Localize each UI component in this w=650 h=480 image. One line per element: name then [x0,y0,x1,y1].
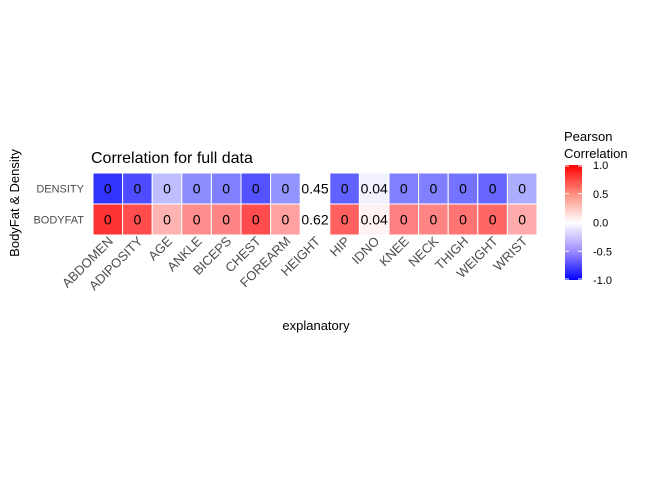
cell-value-label: 0 [163,212,171,228]
cell-value-label: 0 [222,212,230,228]
cell-value-label: 0 [518,212,526,228]
cell-value-label: 0 [341,181,349,197]
cell-value-label: 0 [252,212,260,228]
heatmap-cell [329,203,360,236]
cell-value-label: 0 [430,212,438,228]
legend-tick-label: -0.5 [593,246,612,258]
cell-value-label: 0.04 [361,212,388,228]
legend-colorbar [565,165,582,280]
cell-value-label: 0 [282,212,290,228]
cell-value-label: 0 [489,181,497,197]
cell-value-label: 0 [104,181,112,197]
cell-value-label: 0 [193,212,201,228]
x-axis-label: explanatory [282,318,350,333]
x-tick-label: WRIST [490,233,530,273]
heatmap-cell [270,203,301,236]
cell-value-label: 0 [104,212,112,228]
cell-value-label: 0 [518,181,526,197]
heatmap-cell [329,172,360,205]
heatmap-cell [418,203,449,236]
cell-value-label: 0 [222,181,230,197]
heatmap-cell [122,203,153,236]
cell-value-label: 0 [459,212,467,228]
heatmap-cell [388,172,420,205]
legend-tick-label: 0.5 [593,189,608,201]
heatmap-cell [447,172,479,205]
cell-value-label: 0 [400,181,408,197]
cell-value-label: 0 [163,181,171,197]
y-tick-label: DENSITY [36,184,84,196]
heatmap-cell [506,172,538,205]
cell-value-label: 0 [341,212,349,228]
heatmap-cell [477,203,508,236]
colorbar-legend: Pearson Correlation 1.0 0.5 0.0 -0.5 -1.0 [564,129,628,287]
heatmap-cell [210,203,242,236]
heatmap-cell [92,172,124,205]
chart-title: Correlation for full data [91,150,253,167]
heatmap-cells: 0 0 0 0 0 0 0 0.45 0 0.04 0 0 0 0 0 0 0 0 0 0 0 0 0.62 0 0.04 0 0 0… [92,172,538,236]
cell-value-label: 0.04 [361,181,388,197]
legend-tick-label: 1.0 [593,160,608,172]
cell-value-label: 0 [134,212,142,228]
heatmap-cell [151,203,183,236]
heatmap-cell [358,203,390,236]
cell-value-label: 0 [252,181,260,197]
cell-value-label: 0 [459,181,467,197]
x-tick-label: IDNO [349,234,383,268]
cell-value-label: 0 [134,181,142,197]
heatmap-cell [240,203,272,236]
cell-value-label: 0 [400,212,408,228]
legend-tick-label: -1.0 [593,275,612,287]
cell-value-label: 0 [489,212,497,228]
legend-tick-label: 0.0 [593,218,608,230]
y-axis-label: BodyFat & Density [7,149,22,257]
y-tick-labels: DENSITY BODYFAT [33,184,84,227]
heatmap-cell [506,203,538,236]
heatmap-cell [240,172,272,205]
cell-value-label: 0.45 [301,181,328,197]
cell-value-label: 0.62 [301,212,328,228]
cell-value-label: 0 [430,181,438,197]
cell-value-label: 0 [282,181,290,197]
x-tick-label: KNEE [376,233,412,269]
cell-value-label: 0 [193,181,201,197]
legend-title-line-1: Pearson [564,129,612,144]
legend-ticks: 1.0 0.5 0.0 -0.5 -1.0 [565,160,612,287]
y-tick-label: BODYFAT [33,215,84,227]
legend-title-line-2: Correlation [564,146,628,161]
